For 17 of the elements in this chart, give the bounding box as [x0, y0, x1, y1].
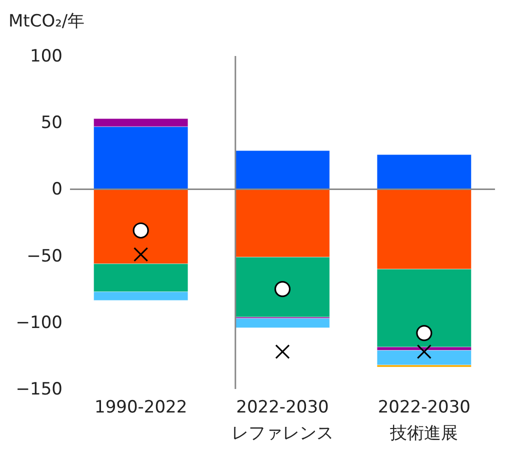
- point: [274, 281, 291, 298]
- y-axis-title: MtCO₂/年: [8, 12, 85, 32]
- y-tick-label: 0: [52, 180, 62, 200]
- bar: [376, 350, 472, 366]
- y-tick-label: −100: [16, 312, 62, 333]
- point: [275, 344, 290, 360]
- x-tick-label: 2022-2030 レファレンス: [232, 398, 334, 444]
- y-tick-label: −50: [26, 246, 62, 266]
- y-tick-label: 50: [40, 113, 62, 134]
- point: [416, 325, 432, 342]
- x-tick-label: 1990-2022: [94, 398, 188, 418]
- point: [416, 344, 432, 360]
- y-tick-label: 100: [30, 46, 62, 66]
- point: [132, 222, 149, 239]
- x-tick-label: 2022-2030 技術進展: [378, 398, 471, 444]
- point: [134, 247, 148, 262]
- y-tick-label: −150: [16, 380, 62, 400]
